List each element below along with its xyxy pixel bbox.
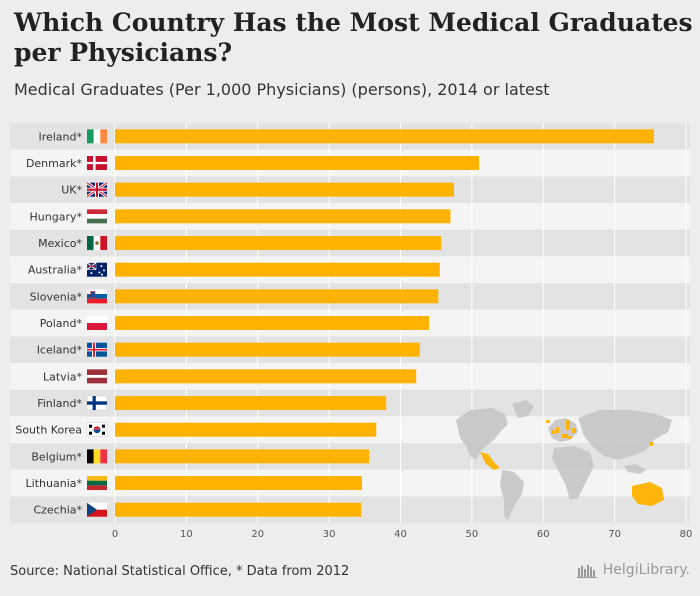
hungary-flag-icon [87,209,107,224]
chart-subtitle: Medical Graduates (Per 1,000 Physicians)… [14,80,550,99]
bar-iceland [115,342,420,357]
bar-south-korea [115,422,377,437]
library-icon [576,565,597,578]
australia-flag-icon [86,262,107,277]
x-tick-label: 10 [180,529,193,540]
belgium-flag-icon [87,449,107,464]
category-label: Lithuania* [26,477,83,490]
bar-australia [115,262,440,277]
bar-finland [115,396,387,411]
category-label: Slovenia* [30,290,83,303]
bar-ireland [115,129,654,144]
x-tick-label: 80 [680,529,693,540]
mexico-flag-icon [87,236,107,251]
category-label: Ireland* [38,130,82,143]
world-map-icon [456,400,672,520]
category-label: Poland* [40,317,83,330]
x-tick-label: 40 [394,529,407,540]
bar-belgium [115,449,370,464]
category-label: Czechia* [33,504,82,517]
slovenia-flag-icon [87,289,107,304]
x-tick-label: 0 [112,529,118,540]
category-label: Hungary* [30,210,83,223]
brand-name: HelgiLibrary. [602,562,690,578]
category-label: Iceland* [37,344,83,357]
lithuania-flag-icon [87,476,107,491]
x-tick-label: 20 [251,529,264,540]
bar-lithuania [115,476,362,491]
bar-mexico [115,236,442,251]
bar-latvia [115,369,417,384]
poland-flag-icon [87,316,107,331]
category-label: Belgium* [31,450,82,463]
south-korea-flag-icon [86,422,108,437]
bar-chart: Ireland* Denmark* UK* Hungary* Mexico* Austra… [15,123,693,541]
category-label: Denmark* [26,157,83,170]
x-tick-label: 70 [608,529,621,540]
bar-czechia [115,502,362,517]
czechia-flag-icon [87,502,107,517]
source-note: Source: National Statistical Office, * D… [10,564,350,579]
denmark-flag-icon [87,156,107,171]
category-label: Mexico* [38,237,82,250]
category-label: Latvia* [43,370,82,383]
x-tick-label: 50 [466,529,479,540]
category-label: South Korea [15,424,82,437]
category-label: UK* [61,184,82,197]
bar-slovenia [115,289,439,304]
category-label: Finland* [37,397,82,410]
ireland-flag-icon [87,129,107,144]
bar-hungary [115,209,451,224]
bar-uk [115,182,455,197]
x-tick-label: 60 [537,529,550,540]
category-label: Australia* [28,264,83,277]
finland-flag-icon [86,395,108,411]
chart-title: Which Country Has the Most Medical Gradu… [14,8,693,67]
bar-poland [115,316,430,331]
latvia-flag-icon [87,369,107,384]
x-tick-label: 30 [323,529,336,540]
brand-logo[interactable]: HelgiLibrary. [576,562,690,578]
uk-flag-icon [86,181,108,198]
iceland-flag-icon [87,342,107,357]
bar-denmark [115,156,480,171]
